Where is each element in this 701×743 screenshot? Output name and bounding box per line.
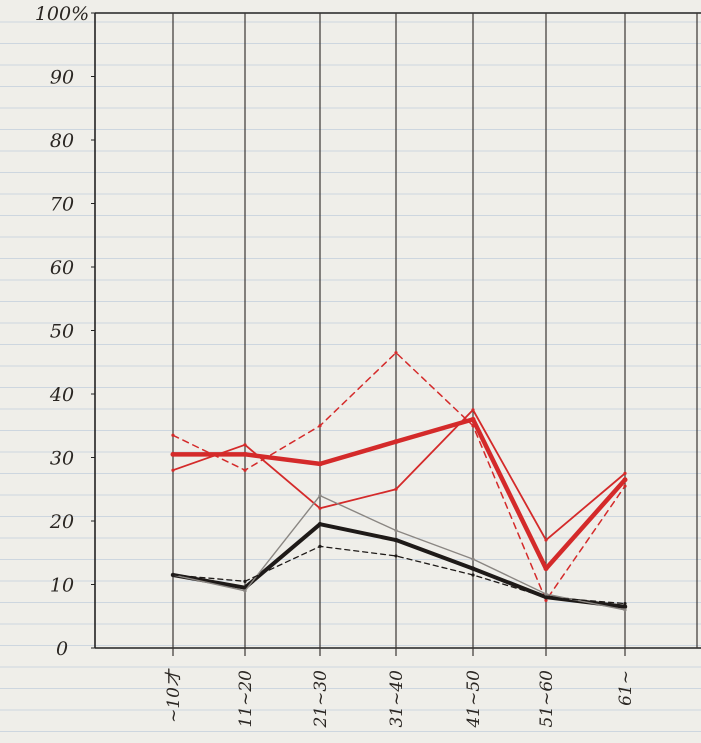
- y-tick-label: 60: [50, 257, 74, 279]
- data-point: [622, 604, 628, 609]
- data-point: [243, 443, 247, 447]
- data-point: [394, 528, 398, 533]
- series-line-1: [172, 408, 626, 541]
- data-point: [171, 433, 175, 437]
- data-point: [393, 537, 399, 543]
- data-point: [393, 439, 399, 445]
- data-point: [170, 451, 176, 457]
- y-tick-label: 80: [50, 130, 74, 152]
- x-tick-label: 51~60: [537, 670, 557, 728]
- data-point: [623, 484, 627, 488]
- data-point: [623, 608, 627, 612]
- data-point: [171, 468, 175, 472]
- y-tick-label: 50: [50, 321, 74, 343]
- y-tick-label: 40: [49, 384, 74, 406]
- series-line-3: [171, 522, 627, 609]
- y-tick-label: 0: [56, 638, 68, 660]
- series-line-2: [172, 351, 626, 602]
- data-point: [470, 416, 476, 422]
- data-point: [544, 592, 548, 596]
- data-point: [543, 566, 549, 572]
- data-point: [544, 538, 548, 542]
- data-point: [544, 595, 548, 599]
- data-point: [471, 573, 475, 577]
- data-point: [318, 424, 322, 428]
- y-tick-label: 100%: [35, 3, 89, 25]
- y-tick-label: 10: [50, 575, 74, 597]
- y-tick-label: 70: [50, 194, 74, 216]
- data-point: [471, 408, 475, 412]
- data-point: [394, 351, 398, 355]
- y-tick-label: 90: [50, 67, 74, 89]
- y-tick-label: 20: [49, 511, 74, 533]
- x-tick-label: ~10才: [164, 668, 184, 723]
- data-point: [318, 544, 322, 549]
- data-point: [317, 521, 323, 527]
- data-point: [394, 554, 398, 558]
- data-point: [544, 598, 548, 602]
- x-tick-label: 41~50: [464, 670, 484, 729]
- x-tick-label: 31~40: [387, 670, 407, 728]
- data-point: [243, 589, 247, 593]
- x-tick-label: 61~: [616, 670, 636, 706]
- data-point: [243, 579, 247, 583]
- data-point: [623, 471, 627, 475]
- data-point: [470, 566, 476, 571]
- x-tick-label: 11~20: [236, 670, 256, 728]
- data-point: [171, 573, 175, 577]
- y-tick-label: 30: [50, 448, 74, 470]
- data-point: [318, 494, 322, 498]
- data-point: [243, 468, 247, 472]
- data-point: [471, 557, 475, 561]
- x-tick-label: 21~30: [311, 670, 331, 729]
- data-point: [242, 451, 248, 457]
- data-point: [622, 477, 628, 483]
- data-point: [471, 424, 475, 428]
- series-line-0: [170, 417, 628, 571]
- data-point: [623, 601, 627, 606]
- data-point: [317, 461, 323, 467]
- data-point: [318, 506, 322, 510]
- data-point: [394, 487, 398, 491]
